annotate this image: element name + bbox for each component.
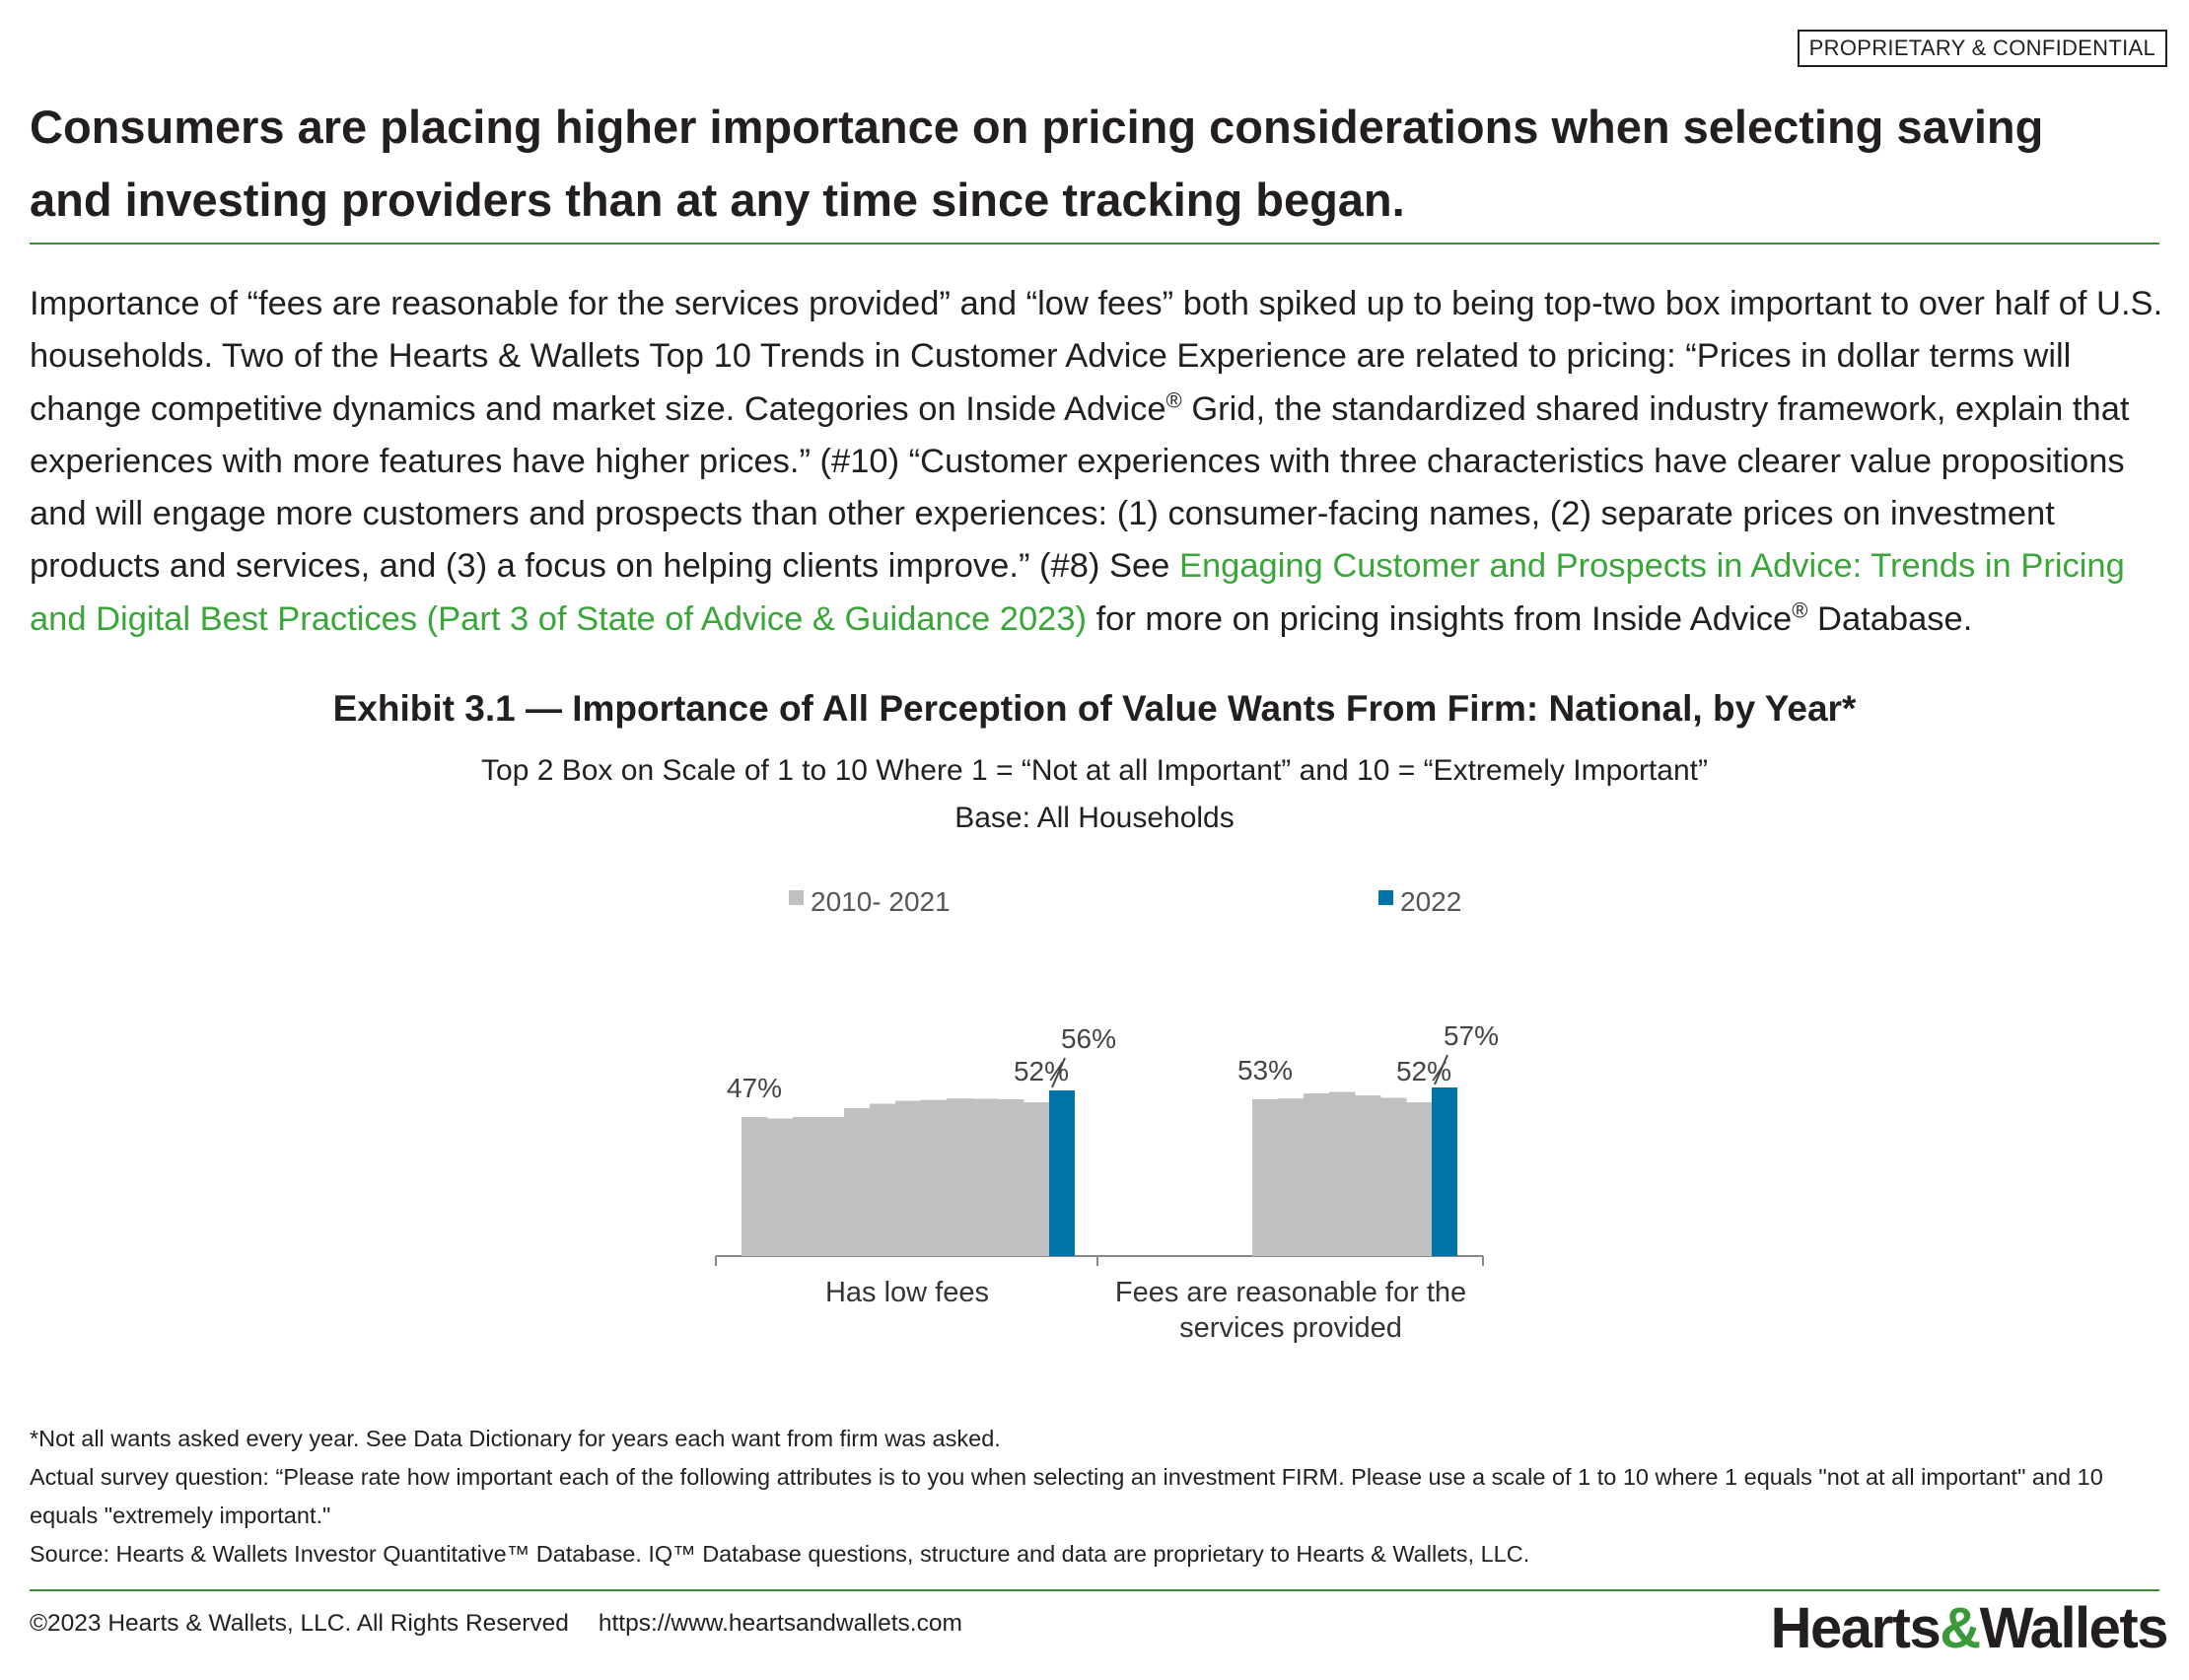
legend-label: 2010- 2021: [811, 886, 951, 917]
current-year-bar: [1049, 1090, 1075, 1256]
history-bar: [1380, 1097, 1407, 1256]
history-bar: [1355, 1095, 1381, 1256]
data-label-leader: [1434, 1054, 1448, 1085]
data-label-first: 47%: [727, 1073, 782, 1103]
hearts-wallets-logo: Hearts&Wallets: [1770, 1596, 2169, 1660]
category-label: Has low fees: [825, 1277, 989, 1308]
intro-text-3: for more on pricing insights from Inside…: [1087, 599, 1793, 638]
intro-text-4: Database.: [1807, 599, 1973, 638]
data-label-leader: [1051, 1057, 1066, 1088]
legend-swatch: [789, 890, 804, 905]
intro-paragraph: Importance of “fees are reasonable for t…: [30, 278, 2169, 646]
footnote-asked: *Not all wants asked every year. See Dat…: [30, 1426, 1001, 1451]
header-divider: [30, 243, 2159, 245]
exhibit-base: Base: All Households: [954, 802, 1235, 834]
data-label-last: 52%: [1014, 1056, 1069, 1086]
footer: ©2023 Hearts & Wallets, LLC. All Rights …: [30, 1610, 962, 1638]
history-bar: [1304, 1093, 1330, 1256]
history-bar: [844, 1108, 871, 1256]
data-label-current: 57%: [1444, 1020, 1499, 1051]
current-year-bar: [1432, 1087, 1457, 1256]
history-bar: [741, 1117, 768, 1256]
category-label: Fees are reasonable for the: [1115, 1277, 1466, 1308]
history-bar: [870, 1103, 896, 1256]
history-bar: [895, 1100, 922, 1256]
footnote-survey-question: Actual survey question: “Please rate how…: [30, 1464, 2103, 1528]
history-bar: [972, 1098, 999, 1256]
intro-text-1: Importance of “fees are reasonable for t…: [30, 285, 2163, 428]
intro-text-2: Grid, the standardized shared industry f…: [30, 389, 2130, 586]
registered-mark: ®: [1792, 597, 1808, 623]
data-label-last: 52%: [1396, 1056, 1451, 1086]
report-link[interactable]: Engaging Customer and Prospects in Advic…: [30, 547, 2125, 638]
history-bar: [1278, 1098, 1305, 1256]
data-label-current: 56%: [1061, 1023, 1116, 1054]
footer-divider: [30, 1589, 2159, 1591]
exhibit-subtitle: Top 2 Box on Scale of 1 to 10 Where 1 = …: [481, 754, 1708, 787]
history-bar: [818, 1117, 845, 1256]
footnote-source: Source: Hearts & Wallets Investor Quanti…: [30, 1541, 1530, 1567]
history-bar: [1024, 1102, 1050, 1256]
page-headline: Consumers are placing higher importance …: [30, 101, 2044, 226]
confidential-badge: PROPRIETARY & CONFIDENTIAL: [1797, 30, 2167, 67]
history-bar: [921, 1099, 948, 1256]
data-label-first: 53%: [1237, 1055, 1293, 1085]
history-bar: [998, 1099, 1024, 1256]
footnotes: *Not all wants asked every year. See Dat…: [30, 1420, 2159, 1574]
history-bar: [1329, 1091, 1356, 1256]
legend-swatch: [1378, 890, 1393, 905]
history-bar: [947, 1098, 973, 1256]
legend-label: 2022: [1400, 886, 1461, 917]
category-label: services provided: [1179, 1312, 1402, 1344]
registered-mark: ®: [1165, 387, 1182, 413]
website-link[interactable]: https://www.heartsandwallets.com: [598, 1610, 962, 1637]
history-bar: [1252, 1099, 1279, 1256]
exhibit-title: Exhibit 3.1 — Importance of All Percepti…: [332, 688, 1857, 729]
history-bar: [767, 1118, 794, 1256]
history-bar: [1406, 1102, 1433, 1256]
history-bar: [793, 1117, 819, 1256]
copyright: ©2023 Hearts & Wallets, LLC. All Rights …: [30, 1610, 569, 1637]
